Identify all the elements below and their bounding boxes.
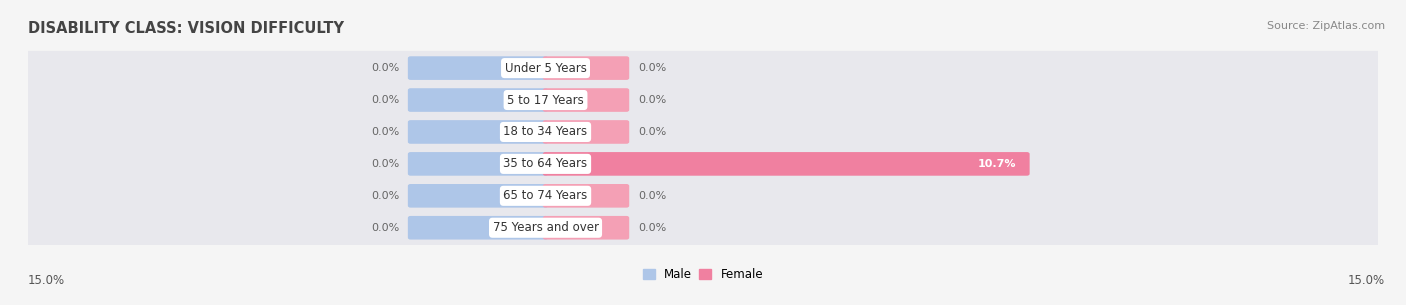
FancyBboxPatch shape	[24, 147, 1382, 181]
FancyBboxPatch shape	[408, 56, 548, 80]
FancyBboxPatch shape	[408, 152, 548, 176]
FancyBboxPatch shape	[543, 184, 630, 208]
Text: 0.0%: 0.0%	[638, 191, 666, 201]
Text: 0.0%: 0.0%	[638, 95, 666, 105]
FancyBboxPatch shape	[408, 184, 548, 208]
Text: 15.0%: 15.0%	[28, 274, 65, 287]
FancyBboxPatch shape	[543, 120, 630, 144]
Text: 0.0%: 0.0%	[371, 159, 399, 169]
Text: 65 to 74 Years: 65 to 74 Years	[503, 189, 588, 202]
FancyBboxPatch shape	[408, 88, 548, 112]
FancyBboxPatch shape	[24, 178, 1382, 213]
Text: 18 to 34 Years: 18 to 34 Years	[503, 125, 588, 138]
Text: 0.0%: 0.0%	[371, 223, 399, 233]
FancyBboxPatch shape	[543, 152, 1029, 176]
FancyBboxPatch shape	[543, 88, 630, 112]
Text: 0.0%: 0.0%	[638, 127, 666, 137]
Text: 5 to 17 Years: 5 to 17 Years	[508, 94, 583, 106]
FancyBboxPatch shape	[24, 83, 1382, 117]
FancyBboxPatch shape	[543, 56, 630, 80]
Legend: Male, Female: Male, Female	[643, 268, 763, 281]
Text: Source: ZipAtlas.com: Source: ZipAtlas.com	[1267, 21, 1385, 31]
Text: 0.0%: 0.0%	[371, 63, 399, 73]
Text: 15.0%: 15.0%	[1348, 274, 1385, 287]
Text: 75 Years and over: 75 Years and over	[492, 221, 599, 234]
Text: 0.0%: 0.0%	[638, 63, 666, 73]
FancyBboxPatch shape	[408, 216, 548, 239]
FancyBboxPatch shape	[543, 216, 630, 239]
Text: 10.7%: 10.7%	[977, 159, 1015, 169]
Text: 0.0%: 0.0%	[638, 223, 666, 233]
FancyBboxPatch shape	[24, 115, 1382, 149]
Text: 0.0%: 0.0%	[371, 127, 399, 137]
FancyBboxPatch shape	[408, 120, 548, 144]
Text: 35 to 64 Years: 35 to 64 Years	[503, 157, 588, 170]
Text: DISABILITY CLASS: VISION DIFFICULTY: DISABILITY CLASS: VISION DIFFICULTY	[28, 21, 344, 36]
Text: Under 5 Years: Under 5 Years	[505, 62, 586, 75]
FancyBboxPatch shape	[24, 210, 1382, 245]
Text: 0.0%: 0.0%	[371, 95, 399, 105]
FancyBboxPatch shape	[24, 51, 1382, 85]
Text: 0.0%: 0.0%	[371, 191, 399, 201]
